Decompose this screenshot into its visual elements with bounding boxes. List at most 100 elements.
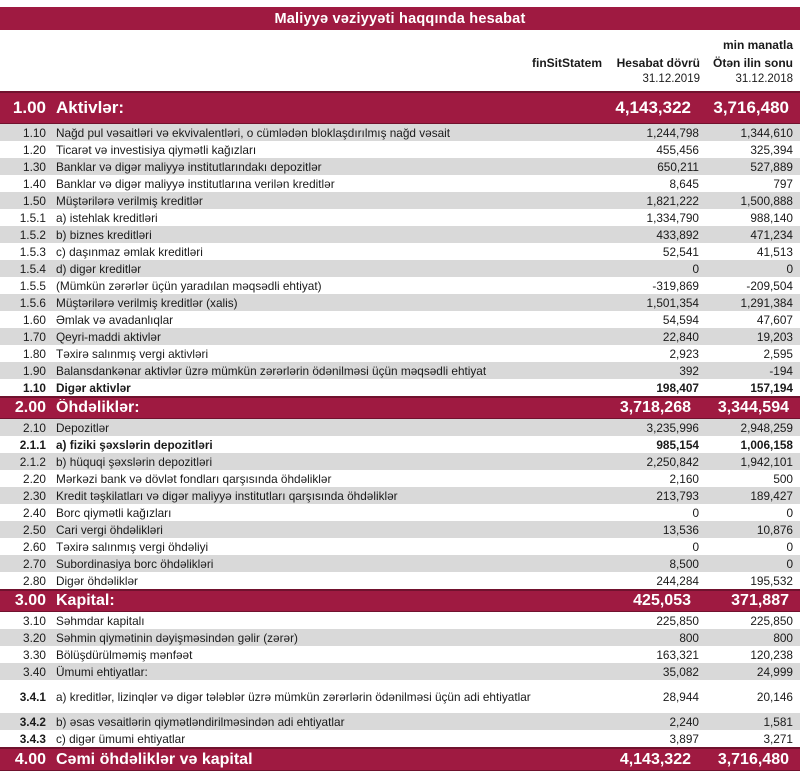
value-current: 8,645 — [669, 176, 699, 191]
value-current: 650,211 — [657, 159, 699, 174]
row-label: Digər öhdəliklər — [56, 573, 138, 588]
row-label: Depozitlər — [56, 420, 110, 435]
table-row: 1.5.5 (Mümkün zərərlər üçün yaradılan məq… — [0, 277, 800, 294]
value-prior: 1,500,888 — [740, 193, 793, 208]
table-row: 2.80 Digər öhdəliklər 244,284 195,532 — [0, 572, 800, 589]
value-current: 3,235,996 — [646, 420, 699, 435]
value-current: 2,250,842 — [646, 454, 699, 469]
value-current: 1,334,790 — [646, 210, 699, 225]
row-code: 3.40 — [23, 664, 46, 679]
value-prior: 3,344,594 — [717, 399, 789, 416]
value-current: 4,143,322 — [615, 98, 691, 117]
table-row: 3.4.3 c) digər ümumi ehtiyatlar 3,897 3,271 — [0, 730, 800, 747]
row-label: Cari vergi öhdəlikləri — [56, 522, 163, 537]
table-row: 1.70 Qeyri-maddi aktivlər 22,840 19,203 — [0, 328, 800, 345]
row-code: 1.5.2 — [19, 227, 46, 242]
row-label: c) daşınmaz əmlak kreditləri — [56, 244, 203, 259]
row-label: d) digər kreditlər — [56, 261, 142, 276]
row-label: a) istehlak kreditləri — [56, 210, 158, 225]
value-prior: 189,427 — [750, 488, 793, 503]
row-code: 1.10 — [23, 380, 46, 395]
table-row: 3.4.2 b) əsas vəsaitlərin qiymətləndirilm… — [0, 713, 800, 730]
row-label: Borc qiymətli kağızları — [56, 505, 172, 520]
row-code: 2.80 — [23, 573, 46, 588]
table-row: 3.30 Bölüşdürülməmiş mənfəət 163,321 120,23… — [0, 646, 800, 663]
value-prior: 195,532 — [750, 573, 793, 588]
row-label: Digər aktivlər — [56, 380, 131, 395]
column-header-meta: finSitStatem — [531, 56, 602, 70]
value-current: 1,501,354 — [646, 295, 699, 310]
row-label: Bölüşdürülməmiş mənfəət — [56, 647, 193, 662]
row-code: 1.00 — [12, 98, 46, 117]
value-current: 13,536 — [662, 522, 699, 537]
row-code: 1.5.3 — [19, 244, 46, 259]
value-current: 52,541 — [662, 244, 699, 259]
row-code: 2.1.2 — [19, 454, 46, 469]
value-current: 225,850 — [656, 613, 699, 628]
value-prior: 3,271 — [763, 731, 793, 746]
table-row: 1.90 Balansdankənar aktivlər üzrə mümkün … — [0, 362, 800, 379]
row-label: Balansdankənar aktivlər üzrə mümkün zərə… — [56, 363, 487, 378]
table-row: 1.10 Digər aktivlər 198,407 157,194 — [0, 379, 800, 396]
row-label: Subordinasiya borc öhdəlikləri — [56, 556, 214, 571]
row-code: 2.40 — [23, 505, 46, 520]
value-current: -319,869 — [652, 278, 699, 293]
table-row: 2.40 Borc qiymətli kağızları 0 0 — [0, 504, 800, 521]
table-row: 1.5.2 b) biznes kreditləri 433,892 471,234 — [0, 226, 800, 243]
row-code: 3.10 — [23, 613, 46, 628]
row-code: 1.60 — [23, 312, 46, 327]
value-prior: 0 — [786, 539, 793, 554]
report-title: Maliyyə vəziyyəti haqqında hesabat — [274, 10, 526, 27]
value-prior: 2,595 — [763, 346, 793, 361]
row-label: Mərkəzi bank və dövlət fondları qarşısın… — [56, 471, 332, 486]
row-label: Təxirə salınmış vergi aktivləri — [56, 346, 209, 361]
value-prior: 500 — [773, 471, 793, 486]
value-prior: 225,850 — [750, 613, 793, 628]
row-label: Banklar və digər maliyyə institutlarında… — [56, 159, 322, 174]
value-current: 244,284 — [656, 573, 699, 588]
value-current: 1,244,798 — [646, 125, 699, 140]
row-label: Təxirə salınmış vergi öhdəliyi — [56, 539, 209, 554]
row-label: Müştərilərə verilmiş kreditlər — [56, 193, 203, 208]
section-row: 3.00 Kapital: 425,053 371,887 — [0, 589, 800, 612]
table-row: 1.5.3 c) daşınmaz əmlak kreditləri 52,541 4… — [0, 243, 800, 260]
column-header-prior-date: 31.12.2018 — [735, 73, 793, 85]
table-row: 3.4.1 a) kreditlər, lizinqlər və digər tə… — [0, 688, 800, 705]
row-label: Cəmi öhdəliklər və kapital — [56, 750, 253, 768]
table-row: 2.30 Kredit təşkilatları və digər maliyyə… — [0, 487, 800, 504]
row-label: c) digər ümumi ehtiyatlar — [56, 731, 186, 746]
value-current: 985,154 — [656, 437, 699, 452]
row-code: 1.5.6 — [19, 295, 46, 310]
row-code: 1.5.4 — [19, 261, 46, 276]
row-label: Öhdəliklər: — [56, 399, 140, 416]
value-current: 800 — [679, 630, 699, 645]
table-row: 2.20 Mərkəzi bank və dövlət fondları qarş… — [0, 470, 800, 487]
value-current: 28,944 — [662, 689, 699, 704]
row-label: Qeyri-maddi aktivlər — [56, 329, 161, 344]
value-prior: 1,581 — [763, 714, 793, 729]
row-code: 1.5.5 — [19, 278, 46, 293]
value-prior: 120,238 — [750, 647, 793, 662]
value-prior: 1,942,101 — [740, 454, 793, 469]
section-row: 2.00 Öhdəliklər: 3,718,268 3,344,594 — [0, 396, 800, 419]
value-current: 3,897 — [669, 731, 699, 746]
row-code: 2.00 — [14, 399, 46, 416]
row-code: 1.10 — [23, 125, 46, 140]
row-label: Kredit təşkilatları və digər maliyyə ins… — [56, 488, 398, 503]
row-code: 2.1.1 — [19, 437, 46, 452]
value-current: 0 — [692, 505, 699, 520]
row-label: Nağd pul vəsaitləri və ekvivalentləri, o… — [56, 125, 451, 140]
row-code: 3.30 — [23, 647, 46, 662]
value-prior: 47,607 — [756, 312, 793, 327]
row-code: 1.5.1 — [19, 210, 46, 225]
value-current: 1,821,222 — [646, 193, 699, 208]
row-code: 2.20 — [23, 471, 46, 486]
value-current: 0 — [692, 539, 699, 554]
row-code: 1.50 — [23, 193, 46, 208]
row-label: Banklar və digər maliyyə institutlarına … — [56, 176, 335, 191]
value-prior: 1,344,610 — [740, 125, 793, 140]
value-prior: 10,876 — [756, 522, 793, 537]
column-header-current-date: 31.12.2019 — [642, 73, 700, 85]
value-current: 455,456 — [656, 142, 699, 157]
row-label: (Mümkün zərərlər üçün yaradılan məqsədli… — [56, 278, 322, 293]
